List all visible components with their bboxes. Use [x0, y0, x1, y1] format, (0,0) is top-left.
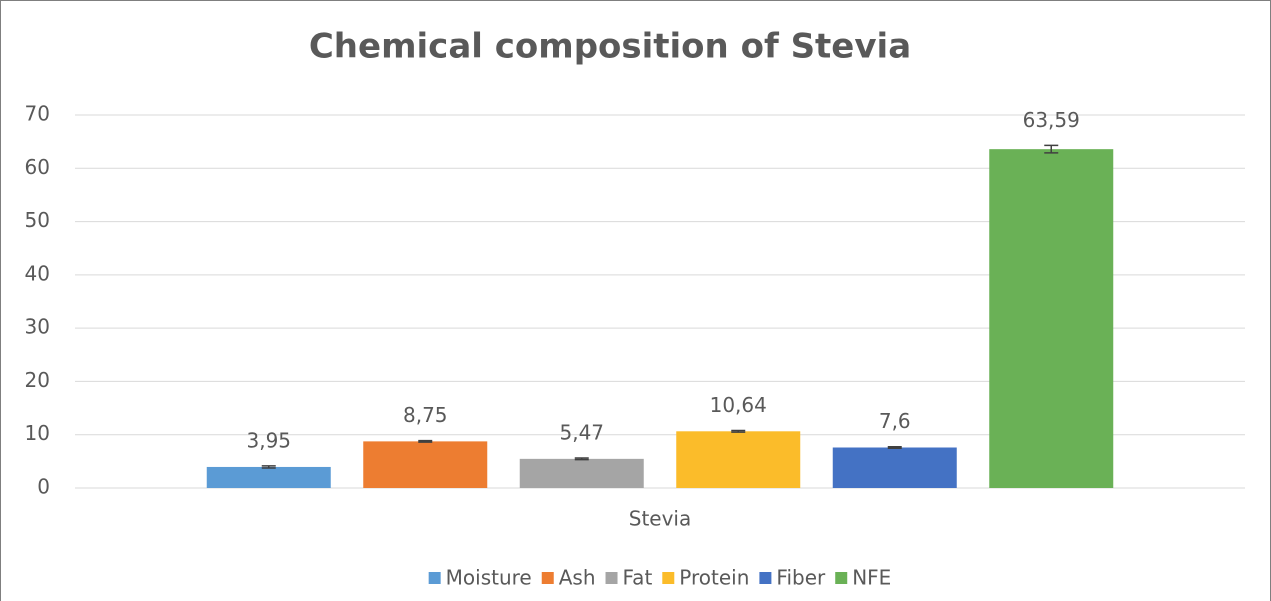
legend-swatch [605, 572, 618, 584]
x-tick-label: Stevia [629, 507, 692, 531]
value-label: 63,59 [1023, 108, 1080, 132]
y-tick-label: 70 [25, 102, 50, 126]
error-bar [1044, 144, 1059, 154]
legend-label: Moisture [446, 566, 532, 590]
error-bar [418, 439, 433, 443]
y-tick-label: 40 [25, 261, 50, 285]
legend-label: Protein [679, 566, 749, 590]
y-tick-label: 10 [25, 421, 50, 445]
error-bar [731, 429, 746, 433]
value-label: 5,47 [559, 421, 604, 445]
error-bar [887, 445, 902, 450]
bar [519, 458, 644, 488]
y-tick-label: 0 [37, 475, 50, 499]
legend-swatch [835, 572, 848, 584]
y-tick-label: 50 [25, 208, 50, 232]
legend-swatch [759, 572, 772, 584]
value-label: 10,64 [710, 393, 767, 417]
error-bar [574, 457, 589, 461]
legend-swatch [428, 572, 441, 584]
legend-swatch [662, 572, 675, 584]
bar [676, 431, 801, 488]
chart-title: Chemical composition of Stevia [309, 27, 911, 67]
y-tick-label: 60 [25, 155, 50, 179]
value-label: 8,75 [403, 403, 448, 427]
bar [832, 447, 957, 488]
value-label: 7,6 [879, 409, 911, 433]
legend-label: Ash [559, 566, 596, 590]
legend-label: NFE [852, 566, 891, 590]
bar [206, 466, 331, 488]
value-label: 3,95 [246, 428, 291, 452]
legend-swatch [541, 572, 554, 584]
bar [363, 441, 488, 488]
bar [989, 149, 1114, 489]
y-tick-label: 30 [25, 315, 50, 339]
legend-label: Fat [623, 566, 653, 590]
error-bar [261, 465, 276, 469]
legend-label: Fiber [776, 566, 826, 590]
y-tick-label: 20 [25, 368, 50, 392]
